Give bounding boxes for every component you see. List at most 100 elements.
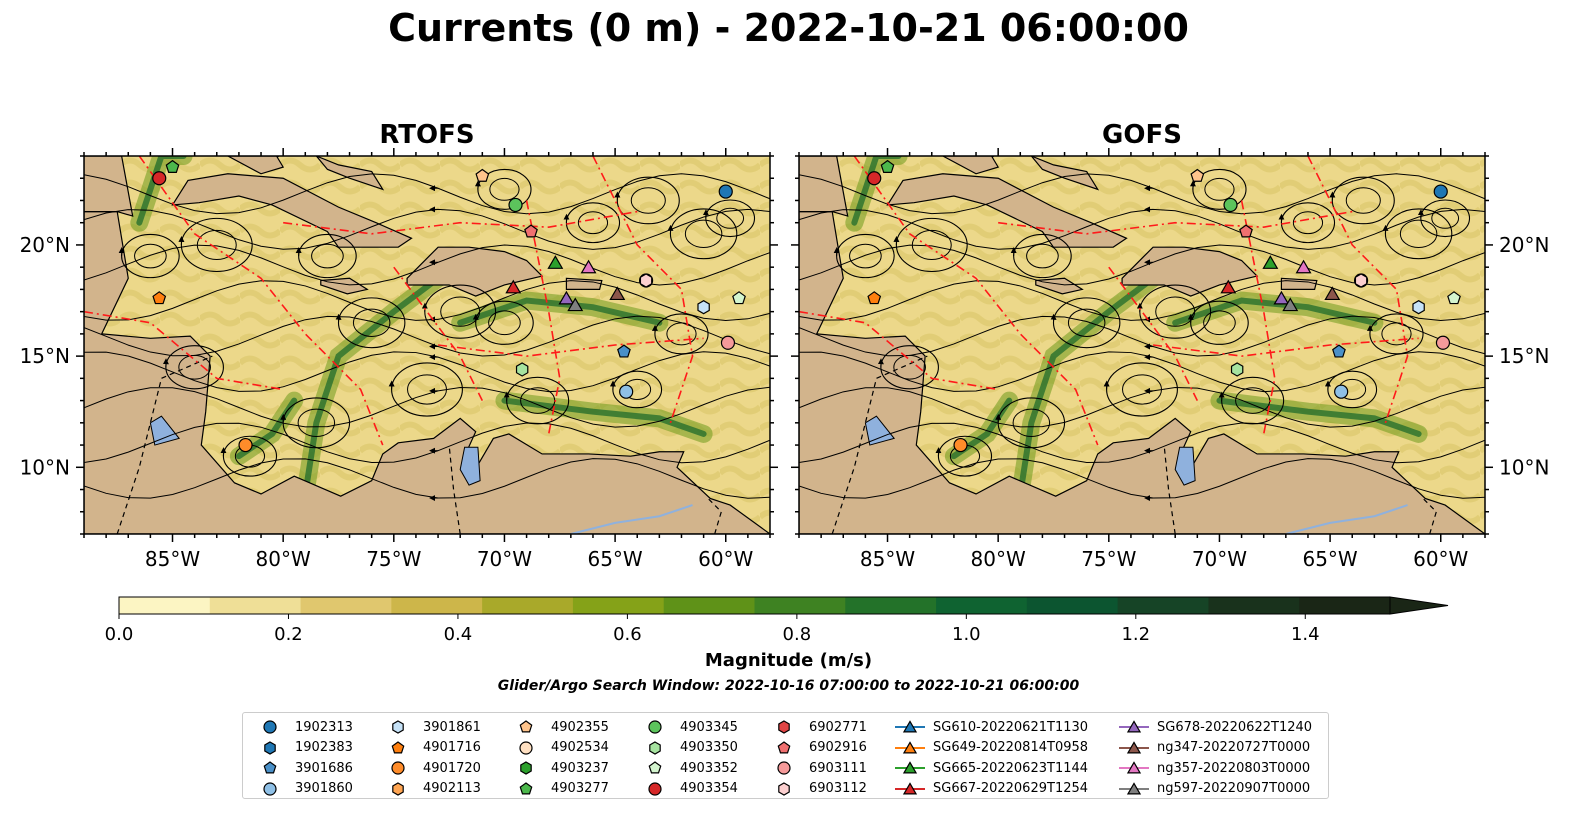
legend-symbol (507, 759, 551, 777)
figure-title: Currents (0 m) - 2022-10-21 06:00:00 (388, 6, 1189, 50)
fast-current-core (1017, 275, 1157, 497)
glider-marker (609, 286, 626, 301)
streamline-eddy (165, 345, 224, 390)
streamline-eddy (352, 308, 391, 337)
legend-label: SG665-20220623T1144 (933, 760, 1089, 776)
legend-entry: ng357-20220803T0000 (1117, 758, 1312, 779)
colorbar-segment (119, 597, 211, 614)
colorbar-tick-label: 0.0 (104, 624, 134, 645)
argo-float-marker (880, 159, 895, 173)
argo-float-marker (1239, 224, 1253, 238)
colorbar-segment (845, 597, 937, 614)
land-centralAm (84, 210, 770, 534)
legend-marker (648, 782, 662, 796)
national-border (116, 355, 213, 534)
legend-marker (392, 720, 404, 734)
legend-entry: 4902113 (379, 779, 481, 800)
glider-marker (558, 290, 575, 305)
streamline (799, 458, 1485, 499)
argo-float-marker (732, 291, 746, 305)
legend-label: 4903345 (680, 719, 738, 735)
legend-entry: 6903112 (765, 779, 867, 800)
legend-symbol (379, 780, 423, 798)
colorbar-tick-label: 0.8 (782, 624, 812, 645)
eez-boundary (138, 156, 384, 446)
glider-marker (1282, 297, 1299, 312)
streamline-eddy (311, 243, 344, 269)
streamline (84, 208, 770, 250)
eez-boundary (1307, 156, 1409, 424)
streamline (799, 386, 1485, 428)
legend-column: 4903345 4903350 4903352 4903354 (636, 717, 738, 799)
argo-float-marker (639, 273, 653, 288)
argo-float-marker (1332, 344, 1346, 358)
argo-float-marker (1230, 362, 1244, 377)
legend-label: SG678-20220622T1240 (1157, 719, 1313, 735)
legend-symbol (251, 780, 295, 798)
glider-marker (567, 297, 584, 312)
panel-title-gofs: GOFS (1102, 120, 1182, 150)
legend-marker (1126, 761, 1142, 774)
legend-symbol (251, 718, 295, 736)
legend-label: 3901861 (423, 719, 481, 735)
x-tick-label: 60°W (698, 547, 753, 571)
legend-symbol (893, 739, 933, 757)
legend-marker (391, 761, 405, 775)
colorbar-frame (118, 596, 1391, 615)
argo-float-marker (524, 224, 538, 238)
search-window-text: Glider/Argo Search Window: 2022-10-16 07… (497, 678, 1080, 694)
x-tick-label: 70°W (1192, 547, 1247, 571)
legend-marker (902, 761, 918, 774)
colorbar-tick-label: 0.6 (613, 624, 642, 645)
y-tick-label: 10°N (20, 455, 70, 479)
streamline-eddy (1203, 310, 1236, 336)
legend-symbol (765, 718, 809, 736)
legend-symbol (893, 718, 933, 736)
river (570, 504, 693, 534)
argo-float-marker (152, 171, 167, 186)
argo-float-marker (152, 291, 167, 305)
land-bahamas (315, 156, 385, 191)
x-tick-label: 80°W (256, 547, 311, 571)
streamline-eddy (716, 207, 745, 229)
x-tick-label: 65°W (1302, 547, 1357, 571)
legend-entry: 1902313 (251, 717, 353, 738)
argo-float-marker (1433, 184, 1448, 199)
legend-column: 6902771 6902916 6903111 6903112 (765, 717, 867, 799)
argo-float-marker (617, 344, 631, 358)
legend-entry: 3901860 (251, 779, 353, 800)
map-ticks (791, 148, 1493, 542)
legend-entry: SG610-20220621T1130 (893, 717, 1088, 738)
legend-marker (902, 740, 918, 754)
legend-column: SG678-20220622T1240 ng347-20220727T0000 ng… (1117, 717, 1312, 799)
legend-symbol (636, 739, 680, 757)
legend-symbol (379, 759, 423, 777)
legend-label: 1902313 (295, 719, 353, 735)
y-tick-label: 20°N (20, 233, 70, 257)
legend-symbol (765, 759, 809, 777)
argo-float-marker (867, 291, 882, 305)
colorbar-segment (754, 597, 846, 614)
x-tick-label: 80°W (971, 547, 1026, 571)
legend-symbol (379, 718, 423, 736)
streamline-eddy (488, 310, 521, 336)
legend-symbol (765, 739, 809, 757)
legend-marker (777, 761, 791, 775)
colorbar-segment (1026, 597, 1119, 614)
argo-float-marker (718, 184, 733, 199)
argo-float-marker (238, 437, 253, 453)
argo-float-marker (508, 197, 523, 213)
colorbar-segment (300, 597, 392, 614)
legend-marker (1126, 781, 1142, 795)
map-panel-rtofs (84, 156, 770, 534)
land-pr (565, 277, 603, 291)
legend-marker (648, 720, 662, 734)
colorbar-segment (1117, 597, 1209, 614)
legend-entry: 6902916 (765, 738, 867, 759)
fast-current-core (501, 397, 707, 437)
streamline (84, 244, 770, 286)
legend-label: 4901716 (423, 740, 481, 756)
argo-float-marker (1447, 291, 1461, 305)
land-pr (1280, 277, 1318, 291)
streamline (799, 422, 1485, 464)
